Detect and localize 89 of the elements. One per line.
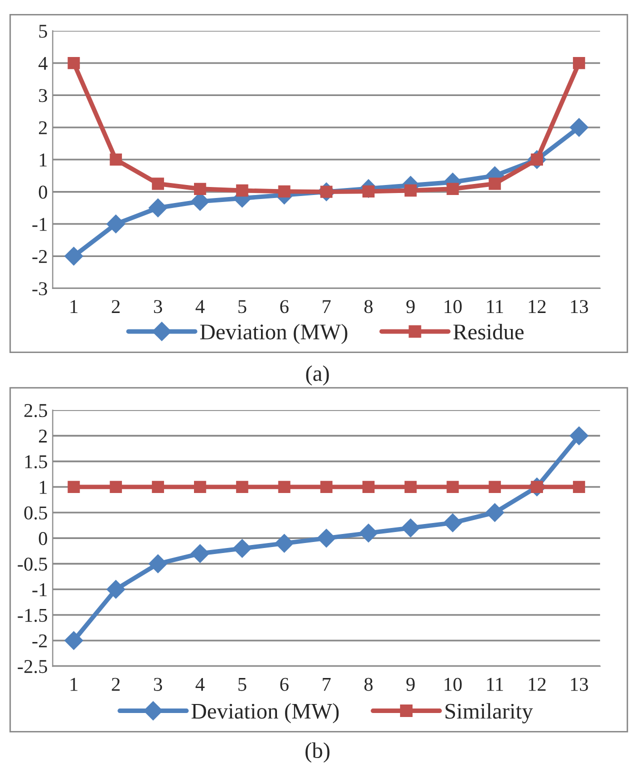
x-tick-label: 4 [196, 300, 205, 313]
point [446, 480, 459, 494]
y-tick-label: 0 [38, 186, 48, 199]
x-tick-label: 7 [322, 300, 331, 313]
y-tick-label: 3 [39, 89, 48, 102]
x-tick-label: 5 [238, 300, 246, 314]
y-tick-label: 1.5 [25, 455, 48, 468]
point [488, 178, 501, 190]
point [236, 480, 248, 494]
y-tick-label: 1 [40, 480, 47, 494]
y-tick-label: 5 [39, 24, 48, 38]
point [64, 246, 84, 266]
y-tick-label: 2 [38, 121, 47, 134]
x-tick-label: 8 [364, 300, 373, 314]
point [404, 480, 417, 494]
x-tick-label: 10 [444, 300, 462, 314]
legend-label: Similarity [446, 703, 533, 724]
legend-label: Residue [453, 324, 524, 340]
point [572, 480, 586, 494]
x-tick-label: 13 [571, 678, 588, 691]
point [236, 184, 248, 197]
point [572, 56, 586, 70]
text: (b) [306, 742, 330, 763]
point [485, 503, 504, 522]
point [152, 480, 164, 494]
x-tick-label: 1 [70, 678, 78, 691]
legend-label: Deviation (MW) [192, 703, 339, 724]
point [194, 182, 206, 195]
y-tick-label: 0 [38, 532, 48, 546]
y-tick-label: -2.5 [18, 660, 48, 674]
x-tick-label: 3 [154, 678, 162, 691]
x-tick-label: 6 [280, 678, 289, 691]
x-tick-label: 4 [196, 678, 205, 691]
y-tick-label: -1 [32, 583, 47, 596]
y-tick-label: 0.5 [24, 506, 48, 520]
x-tick-label: 13 [571, 300, 588, 314]
point [68, 56, 80, 70]
point [232, 539, 252, 558]
point [401, 518, 420, 538]
point [320, 480, 332, 494]
text: (a) [306, 365, 329, 386]
point [190, 544, 210, 563]
point [68, 480, 80, 494]
y-tick-label: 4 [38, 56, 48, 70]
x-tick-label: 1 [70, 300, 78, 313]
point [278, 480, 290, 494]
x-tick-label: 11 [487, 678, 504, 691]
point [570, 426, 588, 446]
x-tick-label: 10 [444, 678, 462, 691]
y-tick-label: -1 [32, 218, 47, 231]
x-tick-label: 12 [528, 300, 546, 313]
point [488, 480, 501, 494]
point [570, 118, 588, 137]
y-tick-label: -3 [32, 282, 48, 296]
x-tick-label: 3 [154, 300, 162, 314]
point [359, 524, 378, 542]
point [106, 214, 126, 234]
point [194, 480, 206, 494]
y-tick-label: -2 [32, 634, 47, 648]
point [446, 182, 459, 195]
point [148, 554, 168, 574]
point [362, 480, 375, 494]
point [106, 580, 126, 599]
x-tick-label: 7 [322, 678, 331, 691]
point [152, 178, 164, 190]
point [317, 528, 336, 548]
legend-label: Deviation (MW) [200, 324, 348, 344]
y-tick-label: -0.5 [18, 558, 48, 571]
x-tick-label: 9 [406, 678, 415, 691]
x-tick-label: 9 [406, 300, 415, 314]
point [110, 154, 122, 166]
y-tick-label: 2.5 [24, 404, 48, 418]
y-tick-label: -1.5 [18, 608, 48, 622]
x-tick-label: 8 [364, 678, 373, 691]
x-tick-label: 5 [238, 678, 246, 691]
x-tick-label: 6 [280, 300, 289, 314]
point [148, 198, 168, 218]
y-tick-label: 1 [40, 154, 47, 166]
point [443, 513, 462, 532]
point [64, 631, 84, 650]
point [404, 184, 417, 197]
point [110, 480, 122, 494]
point [274, 534, 294, 553]
y-tick-label: -2 [32, 250, 47, 263]
y-tick-label: 2 [38, 430, 47, 443]
x-tick-label: 11 [487, 300, 504, 313]
x-tick-label: 12 [528, 678, 546, 691]
x-tick-label: 2 [112, 678, 120, 691]
x-tick-label: 2 [112, 300, 120, 313]
